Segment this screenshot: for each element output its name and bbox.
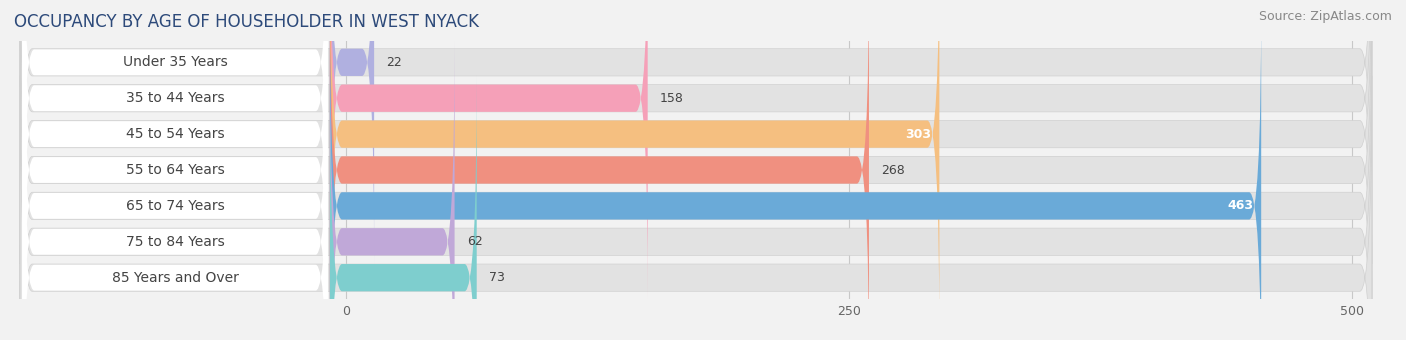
Text: OCCUPANCY BY AGE OF HOUSEHOLDER IN WEST NYACK: OCCUPANCY BY AGE OF HOUSEHOLDER IN WEST … <box>14 13 479 31</box>
FancyBboxPatch shape <box>20 0 1372 340</box>
Text: 45 to 54 Years: 45 to 54 Years <box>125 127 225 141</box>
Text: 62: 62 <box>467 235 482 248</box>
FancyBboxPatch shape <box>20 4 1372 340</box>
FancyBboxPatch shape <box>330 76 477 340</box>
FancyBboxPatch shape <box>22 3 328 340</box>
FancyBboxPatch shape <box>330 40 454 340</box>
Text: 75 to 84 Years: 75 to 84 Years <box>125 235 225 249</box>
FancyBboxPatch shape <box>330 4 1261 340</box>
FancyBboxPatch shape <box>20 76 1372 340</box>
FancyBboxPatch shape <box>20 0 1372 336</box>
FancyBboxPatch shape <box>330 0 939 336</box>
Text: Under 35 Years: Under 35 Years <box>122 55 228 69</box>
FancyBboxPatch shape <box>20 0 1372 264</box>
Text: 22: 22 <box>387 56 402 69</box>
FancyBboxPatch shape <box>20 40 1372 340</box>
FancyBboxPatch shape <box>22 75 328 340</box>
FancyBboxPatch shape <box>330 0 869 340</box>
FancyBboxPatch shape <box>20 0 1372 300</box>
FancyBboxPatch shape <box>330 0 374 264</box>
FancyBboxPatch shape <box>22 0 328 337</box>
Text: 85 Years and Over: 85 Years and Over <box>111 271 239 285</box>
Text: 55 to 64 Years: 55 to 64 Years <box>125 163 225 177</box>
Text: 268: 268 <box>882 164 905 176</box>
FancyBboxPatch shape <box>330 0 648 300</box>
FancyBboxPatch shape <box>22 39 328 340</box>
FancyBboxPatch shape <box>22 0 328 265</box>
Text: 65 to 74 Years: 65 to 74 Years <box>125 199 225 213</box>
FancyBboxPatch shape <box>22 0 328 340</box>
Text: 35 to 44 Years: 35 to 44 Years <box>125 91 225 105</box>
Text: 158: 158 <box>659 92 683 105</box>
Text: Source: ZipAtlas.com: Source: ZipAtlas.com <box>1258 10 1392 23</box>
FancyBboxPatch shape <box>22 0 328 301</box>
Text: 463: 463 <box>1227 199 1253 212</box>
Text: 303: 303 <box>905 128 931 141</box>
Text: 73: 73 <box>489 271 505 284</box>
